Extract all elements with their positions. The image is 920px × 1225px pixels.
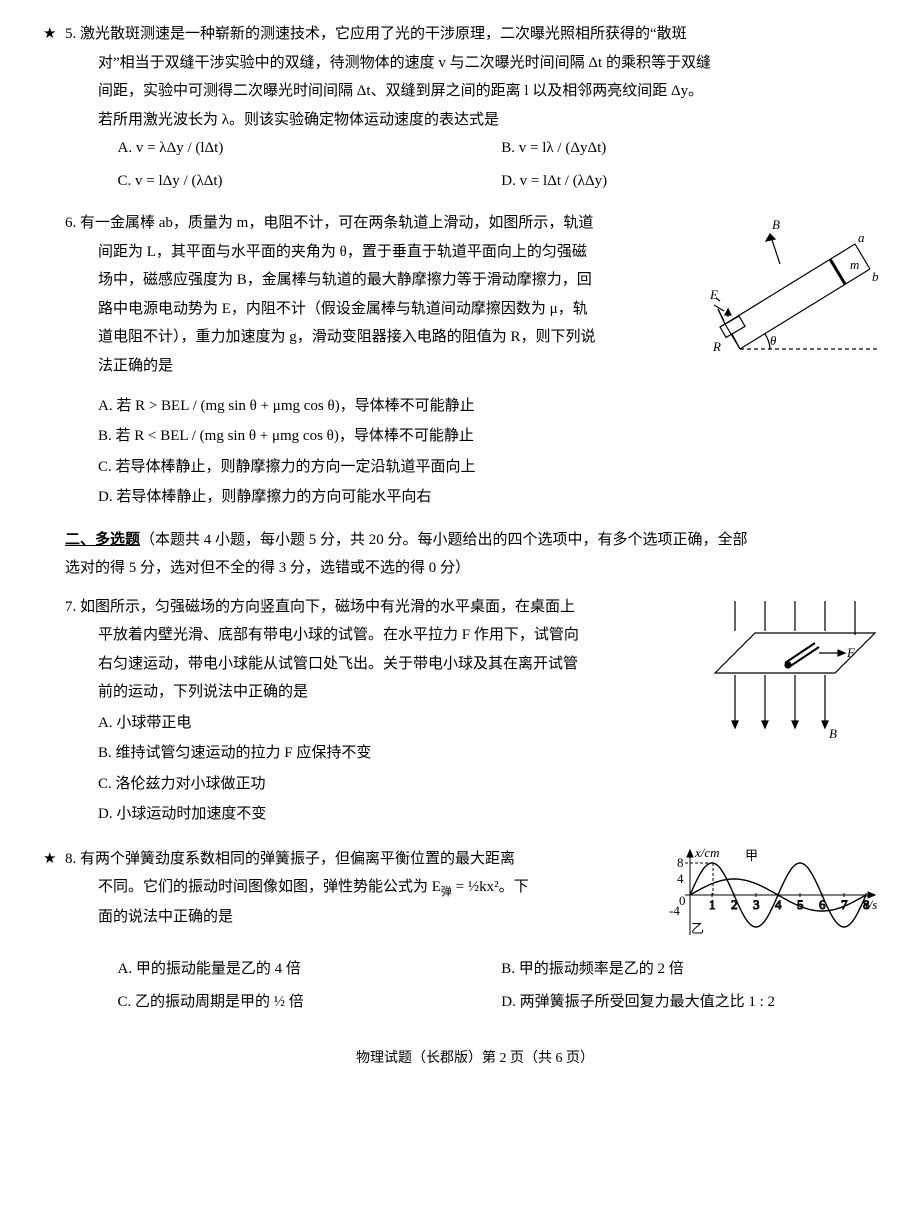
q7-number: 7. <box>65 599 76 615</box>
q8-opt-b: B. 甲的振动频率是乙的 2 倍 <box>501 955 885 984</box>
q6-fig-m: m <box>850 257 859 272</box>
q6-opt-c: C. 若导体棒静止，则静摩擦力的方向一定沿轨道平面向上 <box>98 453 885 482</box>
q8-opt-c: C. 乙的振动周期是甲的 ½ 倍 <box>118 988 502 1017</box>
q5-opt-a: A. v = λΔy / (lΔt) <box>118 134 502 163</box>
q8-fig-jia: 甲 <box>745 848 758 863</box>
q6-fig-R: R <box>712 339 721 354</box>
q7-stem-l1: 如图所示，匀强磁场的方向竖直向下，磁场中有光滑的水平桌面，在桌面上 <box>80 599 575 615</box>
q5-stem-l1: 激光散斑测速是一种崭新的测速技术，它应用了光的干涉原理，二次曝光照相所获得的“散… <box>80 26 687 42</box>
q5-options: A. v = λΔy / (lΔt) B. v = lλ / (ΔyΔt) C.… <box>65 134 885 195</box>
q8-fig-yt4: 4 <box>677 871 684 886</box>
q6-opt-b: B. 若 R < BEL / (mg sin θ + μmg cos θ)，导体… <box>98 422 885 451</box>
q7-fig-F: F <box>846 645 856 660</box>
q5-number: 5. <box>65 26 76 42</box>
q8-number: 8. <box>65 851 76 867</box>
q8-fig-yt8: 8 <box>677 855 684 870</box>
q6-fig-theta: θ <box>770 333 777 348</box>
section-2-header: 二、多选题（本题共 4 小题，每小题 5 分，共 20 分。每小题给出的四个选项… <box>65 526 885 583</box>
section-2-title: 二、多选题 <box>65 532 140 548</box>
q6-options: A. 若 R > BEL / (mg sin θ + μmg cos θ)，导体… <box>65 392 885 512</box>
q8-stem-l2sub: 弹 <box>441 886 452 898</box>
q5-stem-l3: 间距，实验中可测得二次曝光时间间隔 Δt、双缝到屏之间的距离 l 以及相邻两亮纹… <box>65 77 885 106</box>
q7-figure: F B <box>705 593 885 754</box>
svg-text:1: 1 <box>709 897 716 912</box>
q8-fig-yi: 乙 <box>691 921 704 936</box>
q8-stem-l1: 有两个弹簧劲度系数相同的弹簧振子，但偏离平衡位置的最大距离 <box>80 851 515 867</box>
q8-opt-a: A. 甲的振动能量是乙的 4 倍 <box>118 955 502 984</box>
q8-opt-d: D. 两弹簧振子所受回复力最大值之比 1 : 2 <box>501 988 885 1017</box>
svg-text:3: 3 <box>753 897 760 912</box>
svg-text:6: 6 <box>819 897 826 912</box>
svg-text:0: 0 <box>679 893 686 908</box>
q7-opt-d: D. 小球运动时加速度不变 <box>98 800 885 829</box>
q6-fig-B: B <box>772 217 780 232</box>
q7-fig-B: B <box>829 726 837 741</box>
q8-stem-l2b: = ½kx²。下 <box>452 879 529 895</box>
page-footer: 物理试题（长郡版）第 2 页（共 6 页） <box>65 1046 885 1073</box>
q6-fig-b: b <box>872 269 879 284</box>
question-7: F B 7. 如图所示，匀强磁场的方向竖直向下，磁场中有光滑的水平桌面，在桌面上… <box>65 593 885 831</box>
q8-options: A. 甲的振动能量是乙的 4 倍 B. 甲的振动频率是乙的 2 倍 C. 乙的振… <box>65 955 885 1016</box>
q6-fig-E: E <box>710 287 718 302</box>
section-2-title-rest: （本题共 4 小题，每小题 5 分，共 20 分。每小题给出的四个选项中，有多个… <box>140 532 748 548</box>
q6-fig-a: a <box>858 230 865 245</box>
question-8: 12345678 x/cm t/s 8 4 -4 0 甲 乙 8. 有两个弹簧劲… <box>65 845 885 1017</box>
question-5: 5. 激光散斑测速是一种崭新的测速技术，它应用了光的干涉原理，二次曝光照相所获得… <box>65 20 885 195</box>
svg-text:5: 5 <box>797 897 804 912</box>
question-6: B E R a b m θ 6. 有一金属棒 ab，质量为 m，电阻不计，可在两… <box>65 209 885 512</box>
section-2-sub: 选对的得 5 分，选对但不全的得 3 分，选错或不选的得 0 分） <box>65 554 885 583</box>
q5-opt-c: C. v = lΔy / (λΔt) <box>118 167 502 196</box>
q8-fig-ylabel: x/cm <box>694 845 720 860</box>
q5-opt-b: B. v = lλ / (ΔyΔt) <box>501 134 885 163</box>
q7-opt-c: C. 洛伦兹力对小球做正功 <box>98 770 885 799</box>
q6-figure: B E R a b m θ <box>710 209 885 390</box>
q6-number: 6. <box>65 215 76 231</box>
q8-stem-l2a: 不同。它们的振动时间图像如图，弹性势能公式为 E <box>98 879 441 895</box>
q8-fig-xlabel: t/s <box>865 897 877 912</box>
q5-opt-d: D. v = lΔt / (λΔy) <box>501 167 885 196</box>
q6-stem-l1: 有一金属棒 ab，质量为 m，电阻不计，可在两条轨道上滑动，如图所示，轨道 <box>80 215 593 231</box>
q5-stem-l2: 对”相当于双缝干涉实验中的双缝，待测物体的速度 v 与二次曝光时间间隔 Δt 的… <box>65 49 885 78</box>
q8-figure: 12345678 x/cm t/s 8 4 -4 0 甲 乙 <box>665 845 885 956</box>
q6-opt-a: A. 若 R > BEL / (mg sin θ + μmg cos θ)，导体… <box>98 392 885 421</box>
q6-opt-d: D. 若导体棒静止，则静摩擦力的方向可能水平向右 <box>98 483 885 512</box>
q5-stem-l4: 若所用激光波长为 λ。则该实验确定物体运动速度的表达式是 <box>65 106 885 135</box>
